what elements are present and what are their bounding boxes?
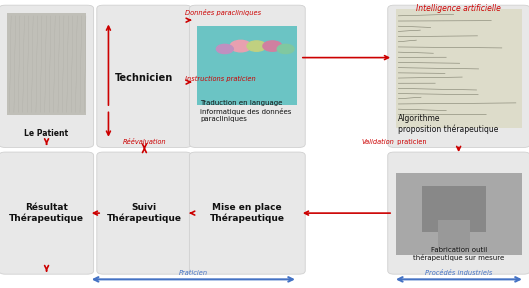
- FancyBboxPatch shape: [438, 220, 470, 249]
- Text: Technicien: Technicien: [115, 73, 174, 83]
- FancyBboxPatch shape: [396, 9, 522, 128]
- Circle shape: [230, 40, 251, 52]
- Text: Résultat
Thérapeutique: Résultat Thérapeutique: [9, 203, 84, 223]
- FancyBboxPatch shape: [97, 152, 191, 274]
- Text: Suivi
Thérapeutique: Suivi Thérapeutique: [107, 203, 182, 223]
- Text: Algorithme
proposition thérapeutique: Algorithme proposition thérapeutique: [398, 114, 499, 134]
- Text: praticien: praticien: [395, 139, 427, 145]
- Text: Procédés industriels: Procédés industriels: [425, 270, 492, 276]
- FancyBboxPatch shape: [0, 152, 94, 274]
- FancyBboxPatch shape: [396, 173, 522, 255]
- Text: Intelligence artificielle: Intelligence artificielle: [416, 4, 501, 13]
- Text: Praticien: Praticien: [178, 270, 208, 276]
- FancyBboxPatch shape: [7, 13, 86, 115]
- Circle shape: [216, 44, 233, 54]
- FancyBboxPatch shape: [97, 5, 191, 147]
- FancyBboxPatch shape: [197, 26, 297, 105]
- FancyBboxPatch shape: [388, 5, 529, 147]
- Circle shape: [263, 41, 282, 51]
- FancyBboxPatch shape: [422, 186, 486, 232]
- FancyBboxPatch shape: [388, 152, 529, 274]
- Text: Réévaluation: Réévaluation: [123, 139, 166, 145]
- Text: Instructions praticien: Instructions praticien: [185, 76, 256, 82]
- Circle shape: [247, 41, 266, 51]
- FancyBboxPatch shape: [0, 5, 94, 147]
- FancyBboxPatch shape: [189, 5, 305, 147]
- Text: Validation: Validation: [361, 139, 394, 145]
- FancyBboxPatch shape: [189, 152, 305, 274]
- Text: Données paracliniques: Données paracliniques: [185, 9, 261, 16]
- Circle shape: [277, 44, 294, 54]
- Text: Mise en place
Thérapeutique: Mise en place Thérapeutique: [209, 203, 285, 223]
- Text: Traduction en language
informatique des données
paracliniques: Traduction en language informatique des …: [200, 100, 291, 122]
- Text: Fabrication outil
thérapeutique sur mesure: Fabrication outil thérapeutique sur mesu…: [413, 247, 504, 261]
- Text: Le Patient: Le Patient: [24, 129, 69, 139]
